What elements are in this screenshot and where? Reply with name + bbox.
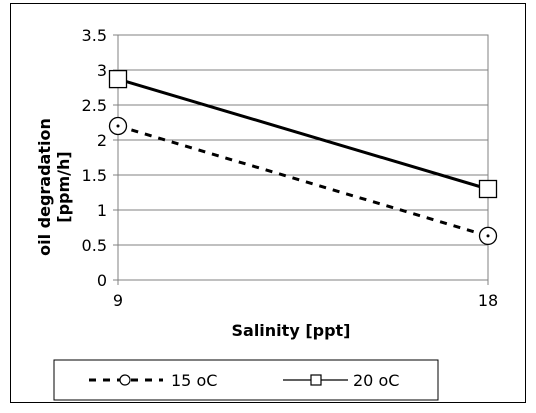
y-axis-title: oil degradation [ppm/h] xyxy=(35,118,73,256)
legend-square-marker xyxy=(310,374,322,386)
gridlines xyxy=(113,34,489,285)
legend-items: 15 oC 20 oC xyxy=(89,371,399,390)
data-point xyxy=(108,69,128,89)
legend: 15 oC 20 oC xyxy=(53,359,439,401)
y-tick-label: 3 xyxy=(97,61,107,80)
x-tick-label: 9 xyxy=(113,291,123,310)
y-tick-label: 3.5 xyxy=(82,26,107,45)
square-marker xyxy=(478,179,498,199)
x-tick-labels: 9 18 xyxy=(113,291,498,310)
plot-area-border xyxy=(117,34,489,281)
square-marker xyxy=(108,69,128,89)
legend-label: 15 oC xyxy=(171,371,217,390)
circle-marker-center xyxy=(486,234,490,238)
legend-entry: 20 oC xyxy=(283,371,399,390)
y-tick-label: 1 xyxy=(97,201,107,220)
series-line xyxy=(117,124,489,238)
data-point xyxy=(478,226,498,246)
series-0 xyxy=(108,116,498,246)
y-axis-title-line1: oil degradation xyxy=(35,118,54,256)
circle-marker-center xyxy=(116,124,120,128)
y-tick-label: 2 xyxy=(97,131,107,150)
y-tick-label: 0 xyxy=(97,271,107,290)
y-tick-label: 0.5 xyxy=(82,236,107,255)
y-axis-title-line2: [ppm/h] xyxy=(54,151,73,222)
line-chart: 0 0.5 1 1.5 2 2.5 3 3.5 9 18 Salinity [ppt] oil … xyxy=(35,26,498,401)
x-axis-title: Salinity [ppt] xyxy=(232,321,351,340)
y-tick-label: 2.5 xyxy=(82,96,107,115)
series xyxy=(108,69,498,246)
x-tick-label: 18 xyxy=(478,291,498,310)
y-tick-labels: 0 0.5 1 1.5 2 2.5 3 3.5 xyxy=(82,26,107,290)
legend-entry: 15 oC xyxy=(89,371,217,390)
legend-label: 20 oC xyxy=(353,371,399,390)
series-line xyxy=(117,77,489,191)
data-point xyxy=(108,116,128,136)
legend-circle-marker xyxy=(119,374,131,386)
y-tick-label: 1.5 xyxy=(82,166,107,185)
chart-container: 0 0.5 1 1.5 2 2.5 3 3.5 9 18 Salinity [ppt] oil … xyxy=(10,3,526,403)
series-1 xyxy=(108,69,498,199)
data-point xyxy=(478,179,498,199)
